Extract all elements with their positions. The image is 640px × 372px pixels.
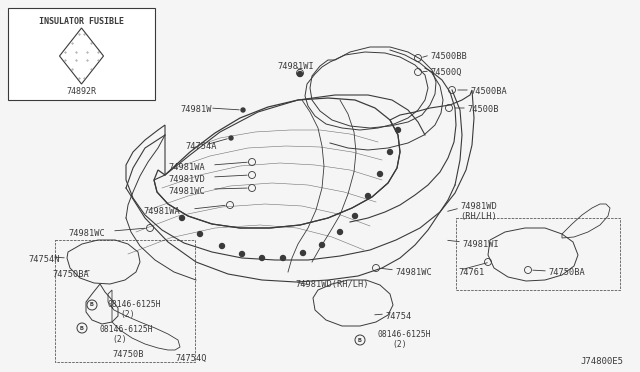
Circle shape: [301, 250, 305, 256]
Text: 74981WA: 74981WA: [168, 163, 205, 172]
Text: 08146-6125H: 08146-6125H: [108, 300, 162, 309]
Text: (2): (2): [120, 310, 134, 319]
Text: 74761: 74761: [458, 268, 484, 277]
Text: (RH/LH): (RH/LH): [460, 212, 497, 221]
Text: 74750BA: 74750BA: [548, 268, 585, 277]
Text: 74754N: 74754N: [28, 255, 60, 264]
Text: 74500B: 74500B: [467, 105, 499, 114]
Text: 74754: 74754: [385, 312, 412, 321]
Text: J74800E5: J74800E5: [580, 357, 623, 366]
Text: 74754Q: 74754Q: [175, 354, 207, 363]
Circle shape: [239, 251, 244, 257]
Circle shape: [337, 230, 342, 234]
Text: 74981WD(RH/LH): 74981WD(RH/LH): [295, 280, 369, 289]
Circle shape: [179, 215, 184, 221]
Text: (2): (2): [112, 335, 127, 344]
Circle shape: [198, 231, 202, 237]
Circle shape: [220, 244, 225, 248]
Text: B: B: [80, 326, 84, 330]
Text: (2): (2): [392, 340, 406, 349]
Circle shape: [387, 150, 392, 154]
Circle shape: [365, 193, 371, 199]
Text: 74981WC: 74981WC: [395, 268, 432, 277]
Text: 74500BA: 74500BA: [470, 87, 507, 96]
Text: 74892R: 74892R: [67, 87, 97, 96]
Circle shape: [353, 214, 358, 218]
Circle shape: [280, 256, 285, 260]
Text: 74750BA: 74750BA: [52, 270, 89, 279]
Text: 74981WA: 74981WA: [143, 207, 180, 216]
Text: 74981WD: 74981WD: [460, 202, 497, 211]
FancyBboxPatch shape: [8, 8, 155, 100]
Text: 74754A: 74754A: [185, 142, 216, 151]
Text: B: B: [358, 337, 362, 343]
Text: 74981WC: 74981WC: [68, 229, 105, 238]
Circle shape: [378, 171, 383, 176]
Text: 74981WI: 74981WI: [278, 62, 314, 71]
Circle shape: [229, 136, 233, 140]
Circle shape: [298, 71, 303, 77]
Text: 74981VD: 74981VD: [168, 175, 205, 184]
Text: 08146-6125H: 08146-6125H: [378, 330, 431, 339]
Text: B: B: [90, 302, 94, 308]
Circle shape: [396, 128, 401, 132]
Text: 08146-6125H: 08146-6125H: [100, 325, 154, 334]
Circle shape: [259, 256, 264, 260]
Text: 74500BB: 74500BB: [430, 52, 467, 61]
Text: 74981WC: 74981WC: [168, 187, 205, 196]
Text: 74500Q: 74500Q: [430, 68, 461, 77]
Circle shape: [241, 108, 245, 112]
Text: INSULATOR FUSIBLE: INSULATOR FUSIBLE: [39, 17, 124, 26]
Text: 74981WI: 74981WI: [462, 240, 499, 249]
Circle shape: [319, 243, 324, 247]
Text: 74981W: 74981W: [180, 105, 211, 114]
Text: 74750B: 74750B: [112, 350, 143, 359]
